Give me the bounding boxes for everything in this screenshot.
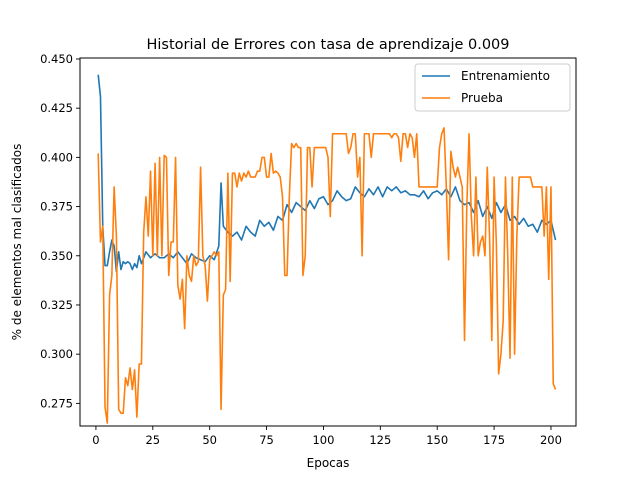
y-tick-label: 0.275: [40, 396, 73, 410]
x-tick-label: 175: [483, 433, 505, 447]
legend-box: [414, 63, 571, 112]
y-tick-label: 0.425: [40, 101, 73, 115]
y-tick-label: 0.400: [40, 150, 73, 164]
x-tick-label: 0: [92, 433, 99, 447]
x-tick-label: 150: [426, 433, 448, 447]
x-tick-label: 200: [540, 433, 562, 447]
y-tick-label: 0.450: [40, 52, 73, 66]
y-tick-label: 0.300: [40, 347, 73, 361]
y-tick-label: 0.375: [40, 200, 73, 214]
x-tick-label: 100: [312, 433, 334, 447]
x-tick-label: 75: [259, 433, 274, 447]
series-line-prueba: [97, 127, 557, 424]
legend-label-prueba: Prueba: [461, 91, 503, 105]
plot-lines: [97, 74, 557, 424]
plot-frame: [79, 57, 577, 427]
x-tick-label: 50: [202, 433, 217, 447]
y-axis: 0.275 0.300 0.325 0.350 0.375 0.400 0.425 0.450: [40, 52, 80, 410]
x-axis: 0 25 50 75 100 125 150 175 200: [92, 426, 562, 447]
x-tick-label: 25: [145, 433, 160, 447]
legend: Entrenamiento Prueba: [414, 63, 571, 112]
x-tick-label: 125: [369, 433, 391, 447]
legend-label-entrenamiento: Entrenamiento: [461, 69, 550, 83]
x-axis-label: Epocas: [307, 456, 350, 470]
y-tick-label: 0.325: [40, 298, 73, 312]
y-axis-label: % de elementos mal clasificados: [10, 144, 24, 341]
chart-title: Historial de Errores con tasa de aprendi…: [146, 37, 509, 53]
y-tick-label: 0.350: [40, 249, 73, 263]
